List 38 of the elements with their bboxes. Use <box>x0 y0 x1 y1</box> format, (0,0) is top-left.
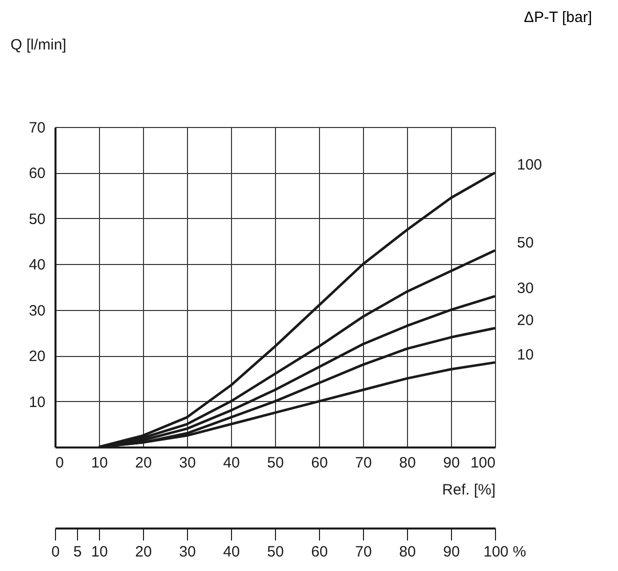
x2-tick-label: 20 <box>135 544 152 560</box>
series-label: 30 <box>517 280 534 298</box>
y-tick-label: 60 <box>28 165 46 182</box>
x-tick-label: 0 <box>56 454 64 472</box>
y-tick-label: 10 <box>28 394 46 411</box>
x2-tick-label: 40 <box>223 544 240 560</box>
x-axis-title: Ref. [%] <box>442 482 496 498</box>
series-label: 100 <box>517 156 542 174</box>
x2-tick-label: 50 <box>267 544 284 560</box>
x2-tick-label: 80 <box>399 544 416 560</box>
y-tick-label: 20 <box>28 348 46 366</box>
series-label: 20 <box>517 312 534 330</box>
x2-tick-label: 5 <box>73 544 82 560</box>
y-tick-label: 30 <box>28 302 46 320</box>
legend-title: ΔP-T [bar] <box>524 9 592 26</box>
y-tick-label: 70 <box>28 120 46 136</box>
x-tick-label: 10 <box>91 454 108 472</box>
x2-tick-label: 0 <box>51 544 60 560</box>
x-tick-label: 60 <box>311 454 328 472</box>
x2-tick-label: 100 % <box>484 544 526 560</box>
y-tick-label: 40 <box>28 256 46 274</box>
x-tick-label: 50 <box>267 454 284 472</box>
x-tick-label: 80 <box>399 454 416 472</box>
x-tick-label: 100 <box>470 454 496 472</box>
series-label: 10 <box>517 346 534 364</box>
x-tick-label: 20 <box>135 454 152 472</box>
x-tick-label: 70 <box>355 454 372 472</box>
y-axis-title: Q [l/min] <box>10 36 66 54</box>
x-tick-label: 90 <box>443 454 460 472</box>
x-tick-label: 40 <box>223 454 240 472</box>
x2-tick-label: 60 <box>311 544 328 560</box>
y-tick-label: 50 <box>28 210 46 228</box>
x-tick-label: 30 <box>179 454 196 472</box>
x2-tick-label: 70 <box>355 544 372 560</box>
x2-tick-label: 90 <box>443 544 460 560</box>
x2-tick-label: 10 <box>91 544 108 560</box>
series-label: 50 <box>517 234 534 252</box>
x2-tick-label: 30 <box>179 544 196 560</box>
